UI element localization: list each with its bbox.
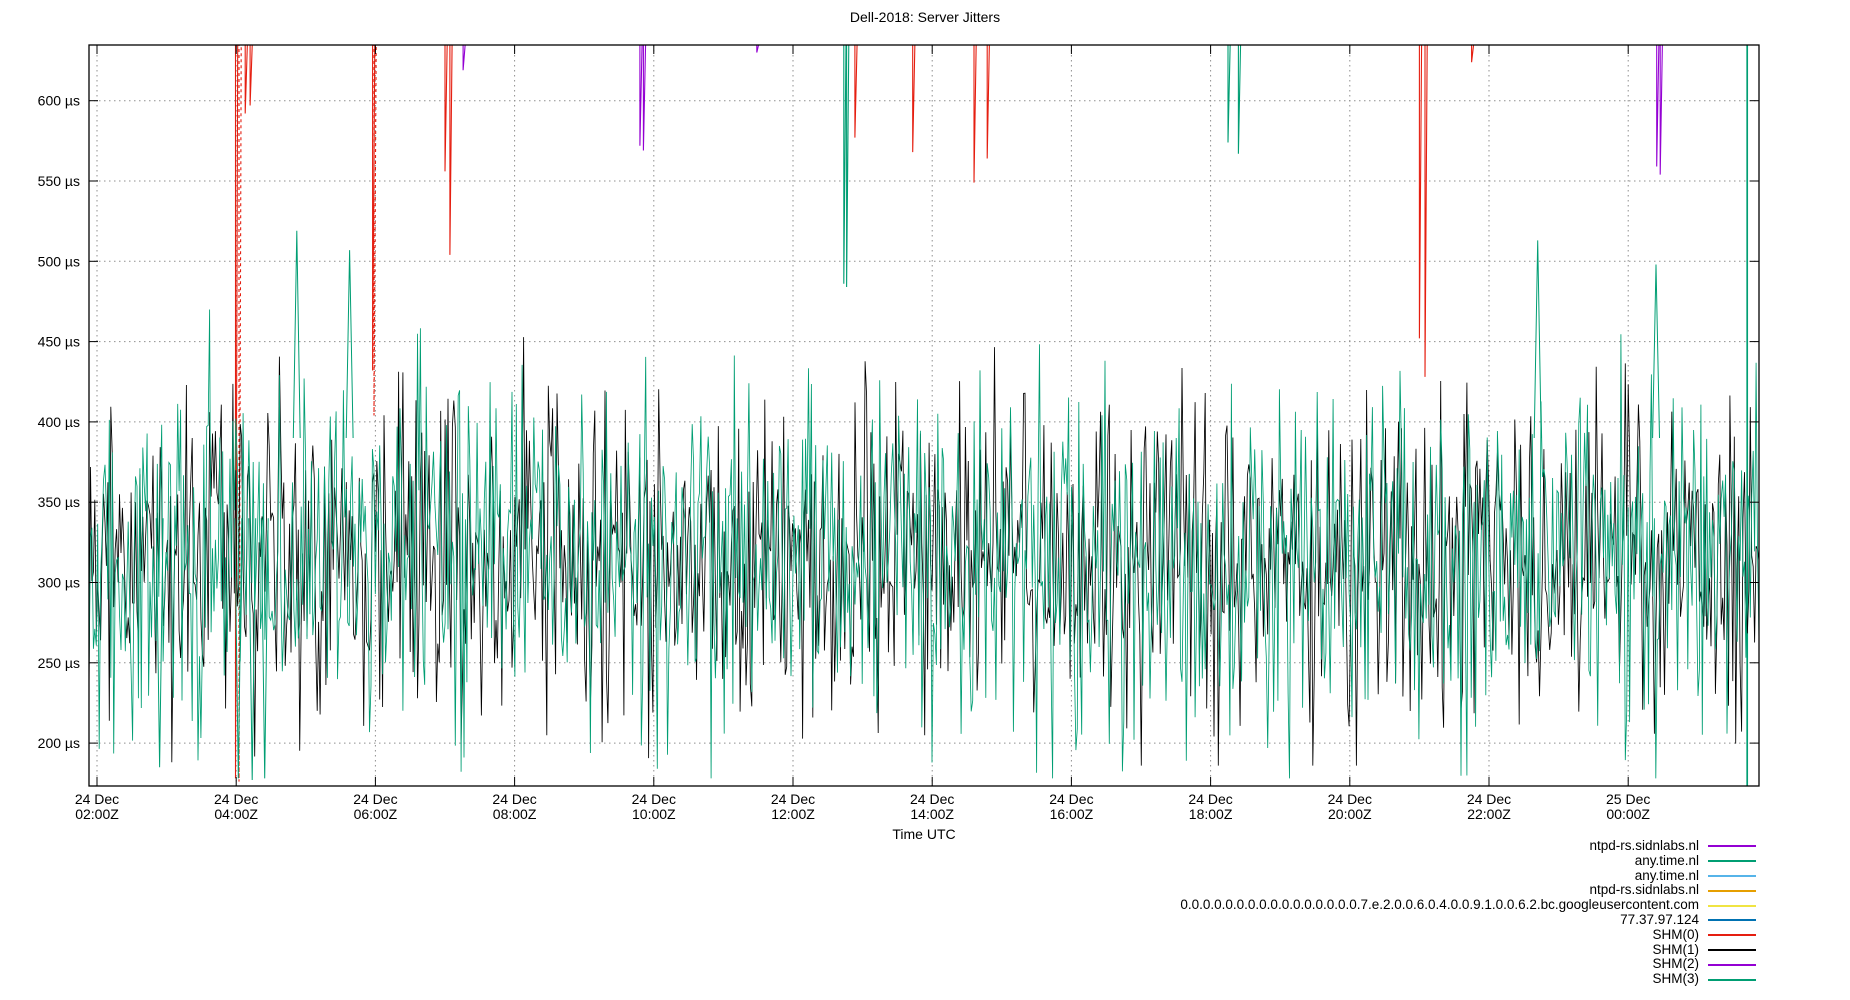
legend-label: 77.37.97.124 [1620, 911, 1699, 927]
series-SHM(0) [234, 45, 1475, 782]
svg-text:22:00Z: 22:00Z [1467, 806, 1511, 822]
legend-label: SHM(3) [1652, 971, 1700, 987]
svg-text:06:00Z: 06:00Z [354, 806, 398, 822]
svg-text:24 Dec: 24 Dec [632, 791, 676, 807]
legend-line-swatch [1708, 978, 1756, 981]
svg-text:550 µs: 550 µs [38, 173, 80, 189]
svg-text:24 Dec: 24 Dec [353, 791, 397, 807]
svg-text:24 Dec: 24 Dec [1467, 791, 1511, 807]
svg-text:400 µs: 400 µs [38, 414, 80, 430]
legend-label: 0.0.0.0.0.0.0.0.0.0.0.0.0.0.0.0.7.e.2.0.… [1180, 897, 1699, 913]
svg-text:24 Dec: 24 Dec [492, 791, 536, 807]
legend-item: ntpd-rs.sidnlabs.nl [1180, 883, 1756, 898]
svg-text:450 µs: 450 µs [38, 334, 80, 350]
legend: ntpd-rs.sidnlabs.nl any.time.nl any.time.n… [1180, 838, 1756, 987]
svg-text:600 µs: 600 µs [38, 93, 80, 109]
series-SHM(3) [89, 230, 1759, 781]
svg-text:20:00Z: 20:00Z [1328, 806, 1372, 822]
x-axis-title: Time UTC [892, 826, 956, 842]
chart-title: Dell-2018: Server Jitters [849, 9, 1001, 25]
legend-item: 0.0.0.0.0.0.0.0.0.0.0.0.0.0.0.0.7.e.2.0.… [1180, 897, 1756, 913]
series-SHM(2) [462, 45, 1663, 175]
legend-line-swatch [1708, 874, 1756, 877]
legend-item: SHM(2) [1180, 957, 1756, 972]
svg-text:350 µs: 350 µs [38, 494, 80, 510]
legend-item: ntpd-rs.sidnlabs.nl [1180, 838, 1756, 854]
svg-text:16:00Z: 16:00Z [1050, 806, 1094, 822]
svg-text:24 Dec: 24 Dec [1188, 791, 1232, 807]
legend-item: SHM(1) [1180, 941, 1756, 958]
svg-text:08:00Z: 08:00Z [493, 806, 537, 822]
legend-line-swatch [1708, 919, 1756, 922]
svg-text:24 Dec: 24 Dec [1328, 791, 1372, 807]
legend-item: SHM(3) [1180, 971, 1756, 987]
legend-label: any.time.nl [1634, 852, 1699, 868]
axis-ticks [89, 45, 1759, 786]
svg-text:14:00Z: 14:00Z [910, 806, 954, 822]
svg-text:25 Dec: 25 Dec [1606, 791, 1650, 807]
svg-text:04:00Z: 04:00Z [214, 806, 258, 822]
svg-text:24 Dec: 24 Dec [75, 791, 119, 807]
legend-line-swatch [1708, 889, 1756, 892]
series-any.time.nl [843, 45, 1749, 786]
legend-line-swatch [1708, 934, 1756, 937]
svg-text:12:00Z: 12:00Z [771, 806, 815, 822]
legend-line-swatch [1708, 948, 1756, 951]
svg-text:02:00Z: 02:00Z [75, 806, 119, 822]
legend-line-swatch [1708, 845, 1756, 848]
svg-text:24 Dec: 24 Dec [214, 791, 258, 807]
legend-item: 77.37.97.124 [1180, 911, 1756, 928]
svg-text:00:00Z: 00:00Z [1606, 806, 1650, 822]
svg-text:24 Dec: 24 Dec [910, 791, 954, 807]
svg-text:10:00Z: 10:00Z [632, 806, 676, 822]
legend-line-swatch [1708, 904, 1756, 907]
svg-text:250 µs: 250 µs [38, 655, 80, 671]
legend-item: SHM(0) [1180, 926, 1756, 943]
legend-label: any.time.nl [1634, 867, 1699, 883]
svg-text:200 µs: 200 µs [38, 735, 80, 751]
legend-item: any.time.nl [1180, 867, 1756, 884]
legend-label: SHM(1) [1652, 941, 1700, 957]
legend-label: ntpd-rs.sidnlabs.nl [1589, 882, 1699, 898]
series-SHM(1) [89, 337, 1759, 766]
legend-item: any.time.nl [1180, 852, 1756, 869]
legend-line-swatch [1708, 860, 1756, 863]
legend-label: SHM(0) [1652, 926, 1700, 942]
plot-border [88, 44, 1760, 787]
svg-text:18:00Z: 18:00Z [1189, 806, 1233, 822]
svg-text:24 Dec: 24 Dec [771, 791, 815, 807]
y-tick-labels: 200 µs 250 µs 300 µs 350 µs 400 µs 450 µs 500 … [38, 93, 80, 751]
legend-label: ntpd-rs.sidnlabs.nl [1589, 838, 1699, 853]
legend-label: SHM(2) [1652, 956, 1700, 972]
svg-text:24 Dec: 24 Dec [1049, 791, 1093, 807]
svg-text:500 µs: 500 µs [38, 253, 80, 269]
legend-line-swatch [1708, 963, 1756, 966]
svg-text:300 µs: 300 µs [38, 575, 80, 591]
